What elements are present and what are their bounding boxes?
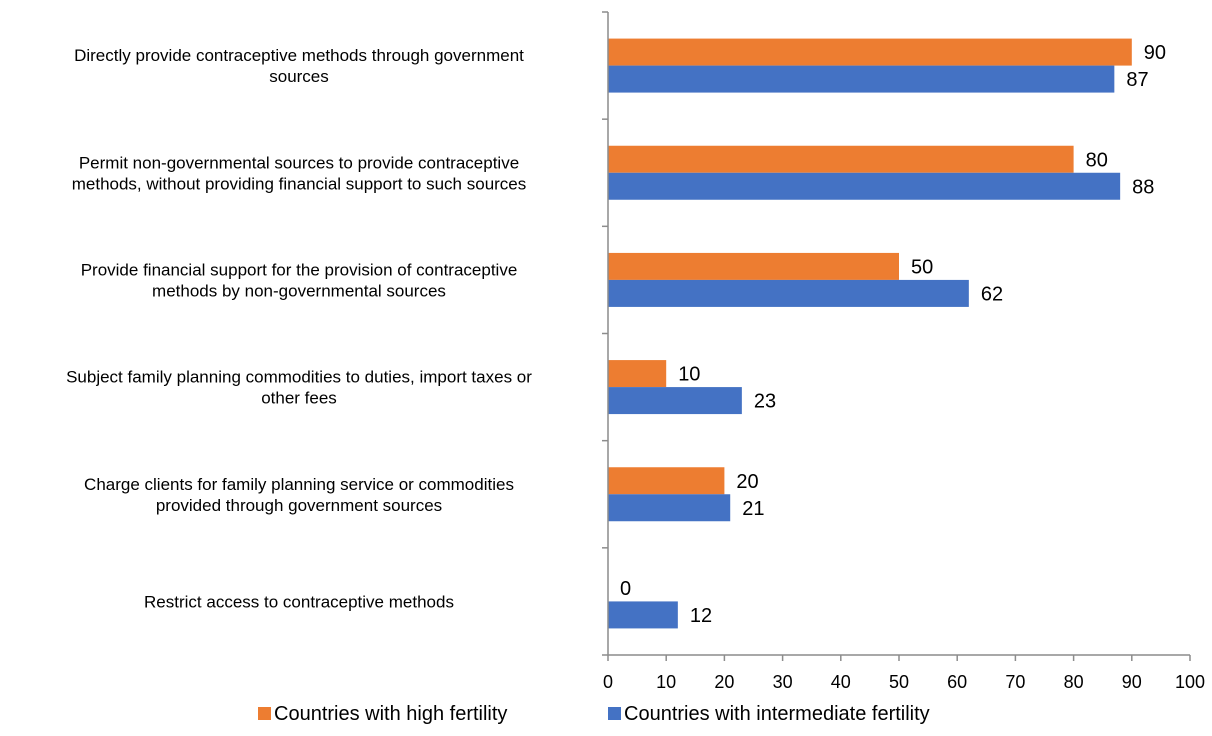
bar-s1-c4 <box>608 494 731 522</box>
data-label-s1-c4: 21 <box>742 498 764 520</box>
x-tick-label-4: 40 <box>831 672 851 692</box>
data-label-s0-c2: 50 <box>911 256 933 278</box>
x-tick-label-8: 80 <box>1064 672 1084 692</box>
category-label-2-line-1: methods by non-governmental sources <box>152 281 446 300</box>
bar-s1-c2 <box>608 279 969 307</box>
x-axis: 0 10 20 30 40 50 60 70 80 90 100 <box>602 11 1205 692</box>
category-label-5-line-0: Restrict access to contraceptive methods <box>144 592 454 611</box>
legend-swatch-1 <box>608 707 621 720</box>
data-label-s1-c0: 87 <box>1126 69 1148 91</box>
x-tick-label-2: 20 <box>714 672 734 692</box>
bar-s1-c3 <box>608 387 742 415</box>
data-label-s1-c1: 88 <box>1132 176 1154 198</box>
category-label-3-line-1: other fees <box>261 389 337 408</box>
category-labels-group: Directly provide contraceptive methods t… <box>66 46 532 611</box>
bar-s0-c0 <box>608 38 1132 66</box>
category-label-2-line-0: Provide financial support for the provis… <box>81 260 518 279</box>
bar-s1-c5 <box>608 601 678 629</box>
category-label-1-line-1: methods, without providing financial sup… <box>72 174 527 193</box>
x-tick-label-1: 10 <box>656 672 676 692</box>
x-tick-label-9: 90 <box>1122 672 1142 692</box>
bars-group <box>608 38 1132 629</box>
x-tick-label-10: 100 <box>1175 672 1205 692</box>
x-tick-label-6: 60 <box>947 672 967 692</box>
legend: Countries with high fertility Countries w… <box>258 703 930 725</box>
data-label-s0-c5: 0 <box>620 578 631 600</box>
x-tick-label-7: 70 <box>1005 672 1025 692</box>
category-label-4-line-0: Charge clients for family planning servi… <box>84 475 514 494</box>
legend-swatch-0 <box>258 707 271 720</box>
x-tick-label-3: 30 <box>773 672 793 692</box>
data-label-s0-c1: 80 <box>1086 149 1108 171</box>
category-label-3-line-0: Subject family planning commodities to d… <box>66 368 532 387</box>
x-tick-label-0: 0 <box>603 672 613 692</box>
data-label-s1-c2: 62 <box>981 283 1003 305</box>
legend-label-1: Countries with intermediate fertility <box>624 703 930 725</box>
data-label-s1-c3: 23 <box>754 391 776 413</box>
bar-s1-c0 <box>608 65 1115 93</box>
category-label-4-line-1: provided through government sources <box>156 496 442 515</box>
bar-s0-c1 <box>608 145 1074 173</box>
x-tick-label-5: 50 <box>889 672 909 692</box>
bar-s0-c4 <box>608 467 725 495</box>
category-label-0-line-0: Directly provide contraceptive methods t… <box>74 46 524 65</box>
data-labels-group: 90 87 80 88 50 62 10 23 20 21 0 12 <box>620 42 1166 627</box>
bar-s0-c3 <box>608 360 667 388</box>
data-label-s0-c0: 90 <box>1144 42 1166 64</box>
legend-label-0: Countries with high fertility <box>274 703 507 725</box>
data-label-s1-c5: 12 <box>690 605 712 627</box>
data-label-s0-c3: 10 <box>678 364 700 386</box>
bar-s1-c1 <box>608 172 1121 200</box>
data-label-s0-c4: 20 <box>736 471 758 493</box>
bar-s0-c2 <box>608 252 899 280</box>
category-label-0-line-1: sources <box>269 67 329 86</box>
category-label-1-line-0: Permit non-governmental sources to provi… <box>79 153 519 172</box>
